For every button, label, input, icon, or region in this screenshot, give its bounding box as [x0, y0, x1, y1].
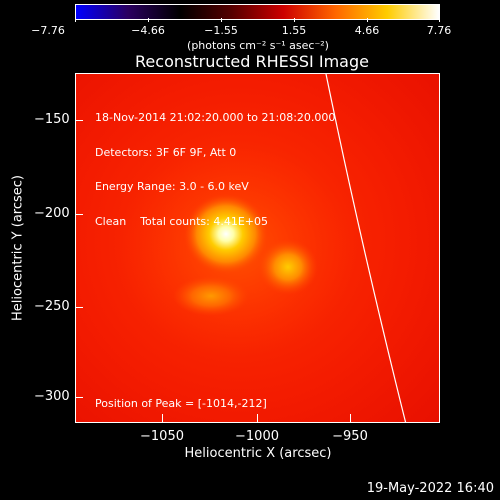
y-tick-label: −250: [34, 299, 70, 314]
x-tick: [257, 414, 258, 423]
detectors: Detectors: 3F 6F 9F, Att 0: [95, 145, 237, 159]
y-tick: [75, 397, 83, 398]
colorbar-tick-label: 4.66: [354, 24, 380, 37]
colorbar-tick-label: −4.66: [131, 24, 165, 37]
generation-timestamp: 19-May-2022 16:40: [366, 481, 494, 496]
colorbar-tick: [439, 18, 440, 22]
energy-range: Energy Range: 3.0 - 6.0 keV: [95, 180, 249, 193]
tertiary-source: [173, 276, 249, 316]
peak-position: Position of Peak = [-1014,-212]: [95, 397, 267, 410]
y-tick: [75, 120, 83, 121]
observation-info: 18-Nov-2014 21:02:20.000 to 21:08:20.000…: [95, 89, 335, 250]
colorbar-tick: [221, 18, 222, 22]
secondary-source: [258, 239, 318, 295]
y-tick-label: −300: [34, 389, 70, 404]
x-tick-label: −1000: [235, 429, 279, 444]
colorbar-unit-label: (photons cm⁻² s⁻¹ asec⁻²): [187, 39, 329, 52]
x-tick: [162, 414, 163, 423]
solar-limb: [325, 74, 407, 422]
colorbar-tick-label: −1.55: [204, 24, 238, 37]
x-tick-label: −950: [332, 429, 368, 444]
colorbar: [75, 4, 440, 20]
y-tick: [75, 307, 83, 308]
time-range: 18-Nov-2014 21:02:20.000 to 21:08:20.000: [95, 111, 336, 124]
y-tick-label: −150: [34, 112, 70, 127]
colorbar-tick: [294, 18, 295, 22]
y-tick-label: −200: [34, 206, 70, 221]
colorbar-tick-label: 7.76: [426, 24, 452, 37]
method-and-counts: Clean Total counts: 4.41E+05: [95, 214, 269, 228]
colorbar-tick: [75, 18, 76, 22]
x-tick: [350, 414, 351, 423]
rhessi-image: 18-Nov-2014 21:02:20.000 to 21:08:20.000…: [75, 73, 440, 423]
colorbar-tick-label: 1.55: [281, 24, 307, 37]
colorbar-tick: [367, 18, 368, 22]
x-tick-label: −1050: [140, 429, 184, 444]
y-axis-title: Heliocentric Y (arcsec): [10, 175, 26, 321]
colorbar-tick: [148, 18, 149, 22]
main-source: [184, 194, 268, 274]
image-title: Reconstructed RHESSI Image: [135, 52, 369, 71]
colorbar-tick-label: −7.76: [31, 24, 65, 37]
y-tick: [75, 214, 83, 215]
x-axis-title: Heliocentric X (arcsec): [184, 446, 332, 461]
image-canvas: [76, 74, 439, 422]
